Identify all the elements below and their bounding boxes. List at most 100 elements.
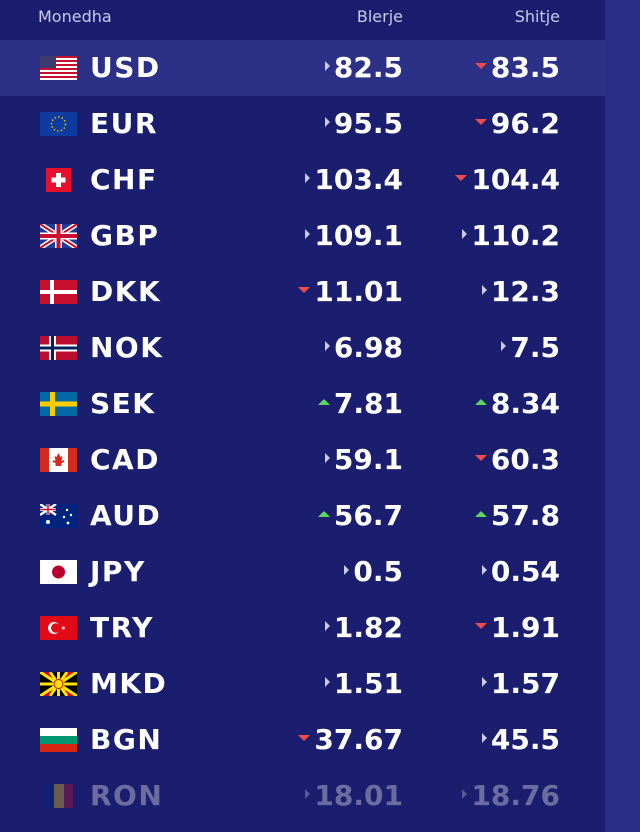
buy-value: 1.82	[333, 611, 403, 644]
scrollbar-track[interactable]	[605, 0, 640, 832]
arrow-up-icon	[317, 399, 330, 405]
arrow-down-icon	[474, 119, 487, 125]
rate-row-cad[interactable]: CAD 59.1 60.3	[0, 432, 605, 488]
arrow-down-icon	[455, 175, 468, 181]
buy-value: 0.5	[353, 555, 403, 588]
currency-code: MKD	[90, 667, 168, 700]
ro-flag-icon	[40, 784, 77, 808]
currency-code: TRY	[90, 611, 154, 644]
arrow-down-icon	[474, 455, 487, 461]
buy-rate: 59.1	[324, 443, 403, 476]
arrow-right-icon	[481, 677, 487, 687]
arrow-right-icon	[305, 173, 311, 183]
rate-row-gbp[interactable]: GBP 109.1 110.2	[0, 208, 605, 264]
currency-code: EUR	[90, 107, 158, 140]
bg-flag-icon	[40, 728, 77, 752]
buy-value: 109.1	[314, 219, 403, 252]
no-flag-icon	[40, 336, 77, 360]
currency-code: BGN	[90, 723, 163, 756]
rate-row-mkd[interactable]: MKD 1.51 1.57	[0, 656, 605, 712]
arrow-right-icon	[324, 117, 330, 127]
sell-value: 104.4	[471, 163, 560, 196]
arrow-down-icon	[474, 623, 487, 629]
rate-row-eur[interactable]: EUR 95.5 96.2	[0, 96, 605, 152]
sell-rate: 18.76	[462, 779, 560, 812]
buy-value: 95.5	[333, 107, 403, 140]
sell-value: 83.5	[490, 51, 560, 84]
buy-rate: 18.01	[305, 779, 403, 812]
rate-row-bgn[interactable]: BGN 37.67 45.5	[0, 712, 605, 768]
buy-value: 56.7	[333, 499, 403, 532]
currency-code: CAD	[90, 443, 160, 476]
currency-code: JPY	[90, 555, 146, 588]
arrow-right-icon	[324, 61, 330, 71]
buy-rate: 1.51	[324, 667, 403, 700]
jp-flag-icon	[40, 560, 77, 584]
sell-rate: 57.8	[474, 499, 560, 532]
arrow-right-icon	[324, 677, 330, 687]
buy-value: 82.5	[333, 51, 403, 84]
rate-row-ron[interactable]: RON 18.01 18.76	[0, 768, 605, 824]
sell-rate: 110.2	[462, 219, 560, 252]
buy-rate: 103.4	[305, 163, 403, 196]
arrow-down-icon	[474, 63, 487, 69]
buy-rate: 6.98	[324, 331, 403, 364]
buy-rate: 0.5	[344, 555, 403, 588]
currency-code: CHF	[90, 163, 158, 196]
rate-row-sek[interactable]: SEK 7.81 8.34	[0, 376, 605, 432]
dk-flag-icon	[40, 280, 77, 304]
arrow-up-icon	[474, 399, 487, 405]
currency-code: NOK	[90, 331, 164, 364]
ch-flag-icon	[40, 168, 77, 192]
currency-code: GBP	[90, 219, 160, 252]
buy-value: 18.01	[314, 779, 403, 812]
sell-rate: 83.5	[474, 51, 560, 84]
exchange-rates-panel: Monedha Blerje Shitje USD 82.5 83.5 EUR 95.5…	[0, 0, 605, 824]
rate-row-usd[interactable]: USD 82.5 83.5	[0, 40, 605, 96]
buy-value: 7.81	[333, 387, 403, 420]
sell-value: 1.57	[490, 667, 560, 700]
rate-row-try[interactable]: TRY 1.82 1.91	[0, 600, 605, 656]
buy-value: 1.51	[333, 667, 403, 700]
sell-value: 8.34	[490, 387, 560, 420]
sell-value: 96.2	[490, 107, 560, 140]
buy-value: 11.01	[314, 275, 403, 308]
currency-code: AUD	[90, 499, 162, 532]
mk-flag-icon	[40, 672, 77, 696]
sell-rate: 12.3	[481, 275, 560, 308]
sell-rate: 45.5	[481, 723, 560, 756]
arrow-right-icon	[305, 229, 311, 239]
arrow-down-icon	[298, 735, 311, 741]
arrow-right-icon	[462, 789, 468, 799]
arrow-up-icon	[474, 511, 487, 517]
table-header: Monedha Blerje Shitje	[0, 0, 605, 38]
arrow-right-icon	[462, 229, 468, 239]
buy-rate: 1.82	[324, 611, 403, 644]
buy-rate: 7.81	[317, 387, 403, 420]
currency-code: DKK	[90, 275, 162, 308]
arrow-up-icon	[317, 511, 330, 517]
buy-value: 103.4	[314, 163, 403, 196]
rate-row-dkk[interactable]: DKK 11.01 12.3	[0, 264, 605, 320]
arrow-right-icon	[305, 789, 311, 799]
buy-value: 59.1	[333, 443, 403, 476]
buy-rate: 82.5	[324, 51, 403, 84]
header-buy: Blerje	[356, 7, 403, 26]
rate-row-jpy[interactable]: JPY 0.5 0.54	[0, 544, 605, 600]
sell-value: 7.5	[510, 331, 560, 364]
sell-rate: 8.34	[474, 387, 560, 420]
arrow-right-icon	[501, 341, 507, 351]
arrow-right-icon	[481, 285, 487, 295]
sell-rate: 96.2	[474, 107, 560, 140]
rate-row-nok[interactable]: NOK 6.98 7.5	[0, 320, 605, 376]
rate-row-aud[interactable]: AUD 56.7 57.8	[0, 488, 605, 544]
arrow-right-icon	[481, 565, 487, 575]
sell-value: 0.54	[490, 555, 560, 588]
arrow-down-icon	[298, 287, 311, 293]
currency-code: USD	[90, 51, 161, 84]
au-flag-icon	[40, 504, 77, 528]
buy-rate: 37.67	[298, 723, 403, 756]
rate-row-chf[interactable]: CHF 103.4 104.4	[0, 152, 605, 208]
sell-rate: 1.57	[481, 667, 560, 700]
sell-rate: 60.3	[474, 443, 560, 476]
